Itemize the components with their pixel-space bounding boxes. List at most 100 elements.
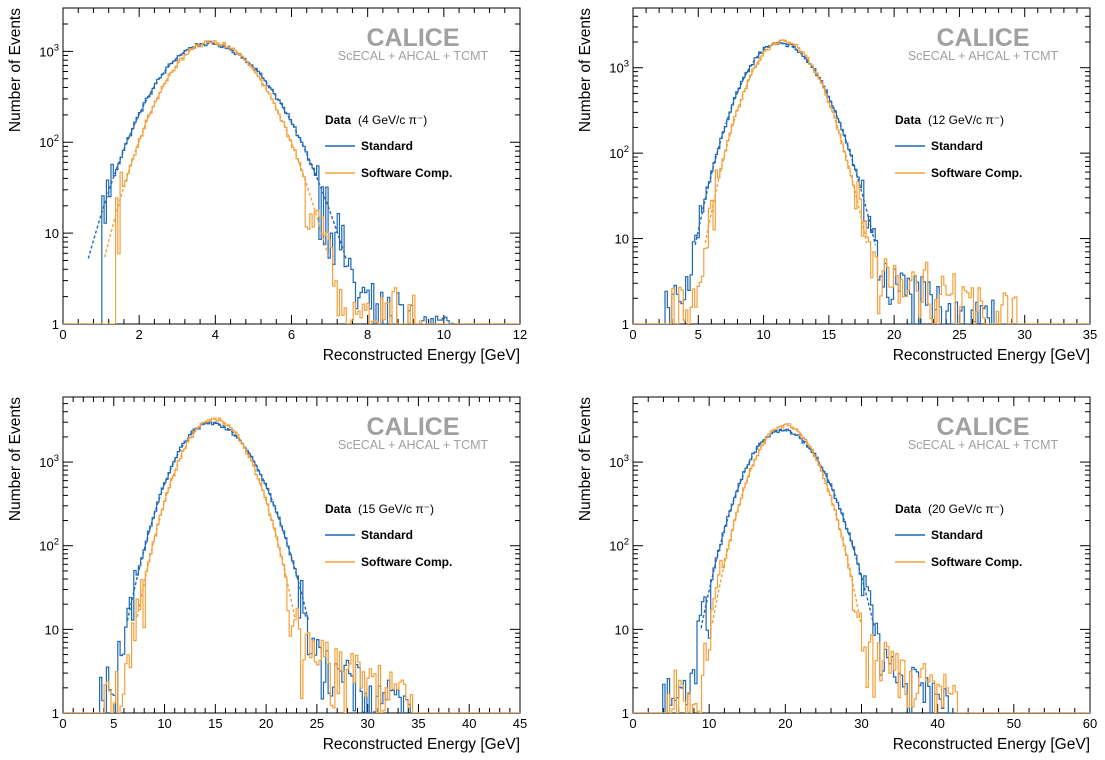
calice-watermark: CALICE (936, 413, 1029, 441)
y-tick-label: 102 (39, 537, 59, 554)
x-axis-title: Reconstructed Energy [GeV] (893, 736, 1090, 753)
legend-entry-standard: Standard (931, 139, 983, 153)
chart-panel-1: 0 2 4 6 8 10 12 1 10 102 103 Reconstructed Energy [… (7, 7, 527, 364)
x-tick-label: 12 (513, 327, 527, 342)
histogram-standard (63, 40, 520, 324)
y-tick-label: 103 (39, 453, 59, 470)
histogram-software-comp (63, 40, 520, 324)
fit-curve-software-comp (711, 424, 862, 624)
x-tick-label: 6 (288, 327, 295, 342)
legend-title-data: Data (895, 502, 921, 516)
y-tick-label: 1 (622, 706, 629, 721)
fit-curve-standard (700, 429, 876, 629)
calice-watermark: CALICE (936, 24, 1029, 52)
legend-entry-standard: Standard (931, 528, 983, 542)
x-axis-title: Reconstructed Energy [GeV] (323, 736, 520, 753)
x-tick-label: 40 (462, 716, 476, 731)
y-tick-label: 10 (615, 622, 629, 637)
calice-watermark-subtitle: ScECAL + AHCAL + TCMT (908, 49, 1059, 63)
y-tick-label: 102 (609, 144, 629, 161)
x-tick-label: 30 (360, 716, 374, 731)
y-tick-label: 103 (609, 59, 629, 76)
y-axis-title: Number of Events (7, 397, 24, 521)
x-tick-label: 35 (1083, 327, 1097, 342)
y-tick-label: 102 (609, 537, 629, 554)
x-tick-label: 0 (59, 716, 66, 731)
y-tick-label: 10 (45, 622, 59, 637)
chart-panel-2: 0 5 10 15 20 25 30 35 1 10 102 103 Reconstructed Ene… (577, 7, 1097, 364)
x-tick-label: 25 (310, 716, 324, 731)
calice-watermark-subtitle: ScECAL + AHCAL + TCMT (338, 438, 489, 452)
y-tick-label: 103 (609, 453, 629, 470)
calice-watermark: CALICE (366, 413, 459, 441)
legend-title-energy: (4 GeV/c π⁻) (358, 113, 427, 127)
x-tick-label: 5 (110, 716, 117, 731)
x-axis-title: Reconstructed Energy [GeV] (893, 347, 1090, 364)
plot-area (63, 417, 520, 713)
x-tick-label: 10 (702, 716, 716, 731)
x-tick-label: 10 (437, 327, 451, 342)
y-axis-title: Number of Events (7, 8, 24, 132)
legend-title-energy: (12 GeV/c π⁻) (928, 113, 1004, 127)
chart-panel-4: 0 10 20 30 40 50 60 1 10 102 103 Reconstructed Ener… (577, 396, 1097, 753)
legend-entry-software-comp: Software Comp. (361, 166, 452, 180)
histogram-software-comp (63, 417, 520, 713)
x-tick-label: 35 (411, 716, 425, 731)
y-tick-label: 103 (39, 42, 59, 59)
legend-entry-software-comp: Software Comp. (361, 555, 452, 569)
calice-watermark: CALICE (366, 24, 459, 52)
plot-frame (62, 396, 521, 714)
y-axis-title: Number of Events (577, 397, 594, 521)
histogram-standard (633, 428, 1090, 713)
x-tick-label: 20 (887, 327, 901, 342)
legend-title-data: Data (895, 113, 921, 127)
x-tick-label: 30 (854, 716, 868, 731)
legend-title-data: Data (325, 502, 351, 516)
x-tick-label: 15 (822, 327, 836, 342)
x-tick-label: 8 (364, 327, 371, 342)
legend-title-energy: (20 GeV/c π⁻) (928, 502, 1004, 516)
y-tick-label: 10 (45, 226, 59, 241)
histogram-software-comp (633, 423, 1090, 713)
x-tick-label: 0 (59, 327, 66, 342)
legend: Data (4 GeV/c π⁻) Standard Software Comp. (325, 113, 452, 180)
x-tick-label: 45 (513, 716, 527, 731)
plot-area (63, 40, 520, 324)
fit-curve-standard (87, 42, 347, 259)
x-tick-label: 0 (629, 327, 636, 342)
fit-curve-software-comp (104, 41, 330, 258)
y-tick-label: 10 (615, 232, 629, 247)
x-tick-label: 60 (1083, 716, 1097, 731)
legend: Data (20 GeV/c π⁻) Standard Software Comp. (895, 502, 1022, 569)
x-tick-label: 4 (212, 327, 219, 342)
legend-entry-standard: Standard (361, 528, 413, 542)
x-tick-label: 20 (778, 716, 792, 731)
fit-curve-software-comp (136, 418, 296, 618)
calice-watermark-subtitle: ScECAL + AHCAL + TCMT (908, 438, 1059, 452)
legend: Data (12 GeV/c π⁻) Standard Software Comp. (895, 113, 1022, 180)
legend: Data (15 GeV/c π⁻) Standard Software Comp. (325, 502, 452, 569)
x-tick-label: 30 (1017, 327, 1031, 342)
x-tick-label: 40 (930, 716, 944, 731)
chart-panel-3: 0 5 10 15 20 25 30 35 40 45 1 10 102 103 Reconstructed… (7, 396, 527, 753)
legend-entry-standard: Standard (361, 139, 413, 153)
x-tick-label: 15 (208, 716, 222, 731)
legend-entry-software-comp: Software Comp. (931, 166, 1022, 180)
x-axis-title: Reconstructed Energy [GeV] (323, 347, 520, 364)
fit-curve-standard (126, 422, 310, 621)
y-tick-label: 102 (39, 133, 59, 150)
x-tick-label: 0 (629, 716, 636, 731)
x-tick-label: 25 (952, 327, 966, 342)
y-tick-label: 1 (52, 317, 59, 332)
y-axis-title: Number of Events (577, 8, 594, 132)
y-tick-label: 1 (622, 317, 629, 332)
x-tick-label: 5 (695, 327, 702, 342)
legend-title-data: Data (325, 113, 351, 127)
plot-area (633, 39, 1090, 324)
x-tick-label: 10 (157, 716, 171, 731)
x-tick-label: 2 (136, 327, 143, 342)
x-tick-label: 20 (259, 716, 273, 731)
fit-curve-software-comp (704, 40, 868, 244)
plot-area (633, 423, 1090, 713)
